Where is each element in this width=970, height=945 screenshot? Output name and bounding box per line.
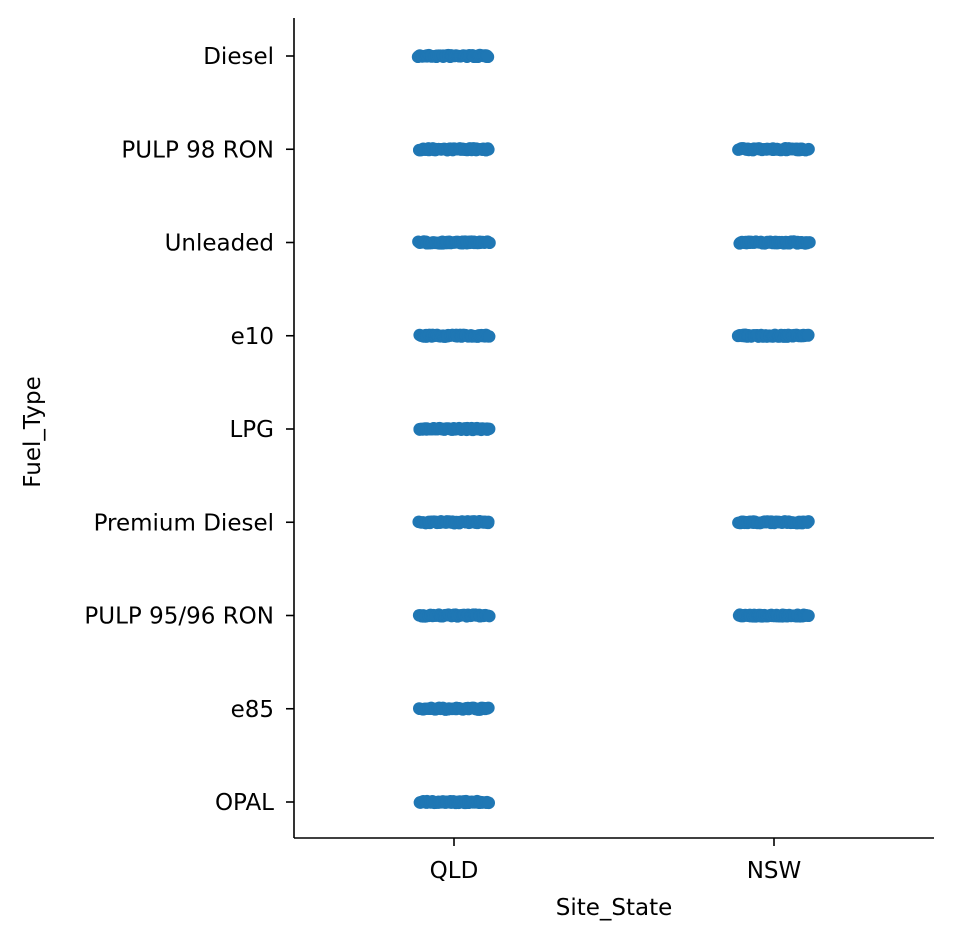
strip-qld-e10 xyxy=(413,328,496,343)
y-tick-label-lpg: LPG xyxy=(229,417,274,443)
data-point xyxy=(482,701,495,715)
x-ticks: QLD NSW xyxy=(430,838,802,884)
data-point xyxy=(802,142,815,156)
strip-qld-e85 xyxy=(412,701,495,716)
data-point xyxy=(482,515,495,529)
marks-layer xyxy=(411,48,816,810)
data-point xyxy=(483,422,496,436)
y-tick-label-e10: e10 xyxy=(231,324,274,350)
y-tick-label-e85: e85 xyxy=(231,697,274,723)
strip-qld-diesel xyxy=(411,48,495,64)
strip-nsw-e10 xyxy=(731,328,815,343)
x-tick-label-qld: QLD xyxy=(430,858,479,884)
strip-nsw-unleaded xyxy=(733,235,816,250)
y-tick-label-premium-diesel: Premium Diesel xyxy=(94,510,274,536)
y-tick-label-opal: OPAL xyxy=(215,790,274,816)
data-point xyxy=(483,609,496,623)
data-point xyxy=(483,330,496,343)
y-ticks: Diesel PULP 98 RON Unleaded e10 LPG Premium D… xyxy=(84,44,294,816)
x-axis-label: Site_State xyxy=(556,895,673,921)
y-tick-label-diesel: Diesel xyxy=(203,44,274,70)
y-tick-label-pulp-98-ron: PULP 98 RON xyxy=(121,137,274,163)
strip-nsw-pulp-98-ron xyxy=(732,142,815,157)
data-point xyxy=(482,143,495,156)
x-tick-label-nsw: NSW xyxy=(747,858,802,884)
strip-nsw-pulp-95-96-ron xyxy=(732,608,815,623)
data-point xyxy=(803,236,816,249)
y-tick-label-unleaded: Unleaded xyxy=(165,231,274,257)
strip-qld-premium-diesel xyxy=(412,515,495,530)
data-point xyxy=(481,50,495,64)
strip-qld-lpg xyxy=(413,421,496,437)
strip-nsw-premium-diesel xyxy=(732,515,815,530)
data-point xyxy=(482,796,496,810)
strip-qld-pulp-98-ron xyxy=(413,142,495,157)
y-tick-label-pulp-95-96-ron: PULP 95/96 RON xyxy=(84,604,274,630)
y-axis-label: Fuel_Type xyxy=(20,376,46,487)
strip-qld-pulp-95-96-ron xyxy=(412,608,496,623)
data-point xyxy=(802,328,815,342)
data-point xyxy=(802,515,815,528)
data-point xyxy=(483,236,496,250)
strip-qld-opal xyxy=(413,794,496,810)
data-point xyxy=(802,609,815,623)
strip-qld-unleaded xyxy=(412,235,496,250)
